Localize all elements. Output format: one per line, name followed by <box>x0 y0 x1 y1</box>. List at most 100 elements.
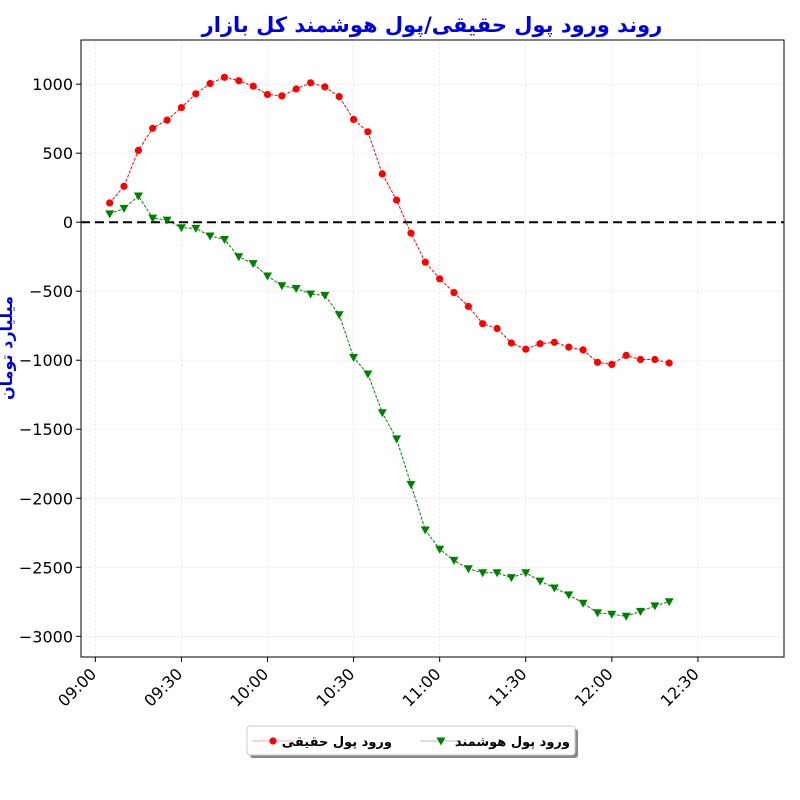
data-point-smart-money <box>636 607 645 616</box>
data-point-smart-money <box>420 526 430 535</box>
data-point-smart-money <box>478 569 488 578</box>
data-point-smart-money <box>492 569 502 578</box>
data-point-smart-money <box>263 272 272 281</box>
data-point-smart-money <box>564 591 574 600</box>
data-point-smart-money <box>234 253 244 262</box>
data-point-real-money <box>636 355 645 364</box>
data-point-smart-money <box>621 612 631 621</box>
data-point-real-money <box>307 79 315 87</box>
y-axis: 1000 500 0 −500 −1000 −1500 −2000 −2500 −3000 <box>19 75 81 646</box>
y-tick-label: −1000 <box>19 351 73 370</box>
chart-title: روند ورود پول حقیقی/پول هوشمند کل بازار <box>201 13 663 37</box>
legend: ورود پول هوشمند ورود پول حقیقی <box>246 725 578 758</box>
data-point-smart-money <box>463 565 473 574</box>
data-point-smart-money <box>291 285 301 293</box>
data-point-smart-money <box>105 210 115 219</box>
series-line-real-money <box>109 76 670 365</box>
series-smart-money <box>105 192 674 621</box>
data-point-real-money <box>436 275 444 283</box>
data-point-real-money <box>651 355 659 364</box>
plot-frame <box>80 39 785 658</box>
y-tick-label: −2500 <box>19 558 73 577</box>
data-point-smart-money <box>392 435 402 444</box>
data-point-real-money <box>220 73 229 81</box>
data-point-real-money <box>608 360 616 368</box>
data-point-real-money <box>350 115 358 123</box>
data-point-smart-money <box>320 291 330 300</box>
data-point-real-money <box>593 358 602 366</box>
data-point-real-money <box>464 302 472 310</box>
data-point-real-money <box>550 338 559 346</box>
data-point-smart-money <box>191 224 201 233</box>
y-tick-label: −3000 <box>19 627 73 646</box>
data-point-real-money <box>134 146 142 154</box>
y-tick-label: 0 <box>63 213 73 232</box>
y-tick-label: −1500 <box>19 420 73 439</box>
data-point-smart-money <box>650 602 660 611</box>
legend-box <box>246 725 576 756</box>
data-point-real-money <box>364 128 372 136</box>
data-point-smart-money <box>133 192 143 201</box>
data-point-real-money <box>493 324 501 333</box>
data-point-smart-money <box>578 599 588 608</box>
data-point-real-money <box>450 289 458 297</box>
data-point-real-money <box>665 359 673 367</box>
data-point-smart-money <box>406 481 416 489</box>
data-point-real-money <box>321 83 329 91</box>
data-point-smart-money <box>248 260 258 269</box>
data-point-smart-money <box>506 574 516 583</box>
data-point-real-money <box>292 85 300 93</box>
series-layer <box>105 73 674 621</box>
data-point-real-money <box>106 199 114 207</box>
data-point-real-money <box>249 82 257 90</box>
data-point-smart-money <box>162 216 172 225</box>
data-point-real-money <box>263 90 272 99</box>
y-tick-label: −500 <box>29 282 73 301</box>
data-point-real-money <box>335 93 343 101</box>
y-tick-label: −2000 <box>19 489 73 508</box>
data-point-real-money <box>378 170 386 178</box>
data-point-smart-money <box>664 598 674 607</box>
data-point-real-money <box>192 90 200 98</box>
series-real-money <box>106 73 673 368</box>
data-point-smart-money <box>377 409 387 418</box>
data-point-real-money <box>579 346 587 354</box>
data-point-real-money <box>393 196 401 204</box>
data-point-real-money <box>507 339 515 347</box>
data-point-real-money <box>149 124 157 132</box>
data-point-real-money <box>120 182 128 190</box>
data-point-real-money <box>177 104 185 112</box>
data-point-real-money <box>407 229 415 237</box>
data-point-smart-money <box>607 610 617 619</box>
data-point-smart-money <box>363 370 373 379</box>
legend-real-label: ورود پول حقیقی <box>282 735 392 750</box>
data-point-smart-money <box>521 569 531 578</box>
data-point-smart-money <box>148 214 158 223</box>
data-point-real-money <box>206 79 214 88</box>
data-point-real-money <box>536 340 544 348</box>
data-point-smart-money <box>220 236 229 244</box>
data-point-real-money <box>522 345 530 353</box>
y-tick-label: 1000 <box>32 75 73 94</box>
data-point-real-money <box>479 320 487 328</box>
data-point-smart-money <box>349 354 359 362</box>
data-point-real-money <box>421 258 429 266</box>
data-point-real-money <box>565 343 573 351</box>
data-point-smart-money <box>435 545 445 554</box>
data-point-smart-money <box>176 224 186 233</box>
series-line-smart-money <box>109 195 670 617</box>
data-point-smart-money <box>535 577 545 586</box>
data-point-smart-money <box>306 290 316 299</box>
data-point-smart-money <box>449 556 459 565</box>
data-point-smart-money <box>593 609 602 618</box>
data-point-smart-money <box>549 584 559 593</box>
legend-smart-label: ورود پول هوشمند <box>455 735 570 750</box>
data-point-smart-money <box>277 282 287 291</box>
data-point-real-money <box>278 92 286 100</box>
data-point-smart-money <box>334 311 344 320</box>
y-tick-label: 500 <box>42 144 73 163</box>
data-point-smart-money <box>205 232 215 241</box>
legend-smart-marker <box>436 737 446 746</box>
